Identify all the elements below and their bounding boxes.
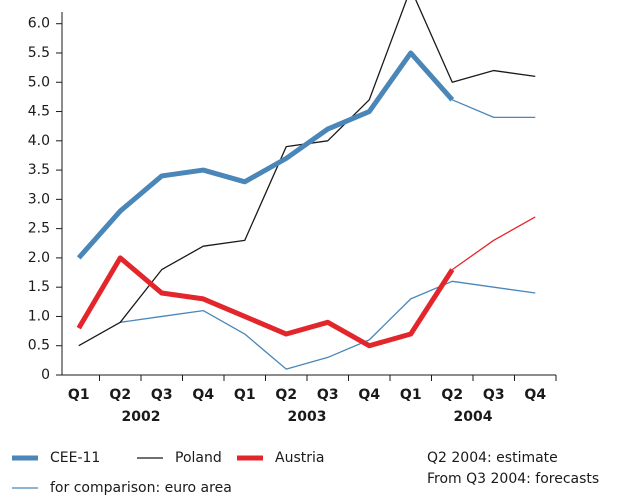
series-line: [76, 255, 455, 349]
y-tick-label: 2.5: [28, 221, 50, 237]
y-tick-label: 1.0: [28, 308, 50, 324]
legend-label: for comparison: euro area: [50, 480, 232, 495]
series-line: [120, 280, 536, 370]
legend-label: Austria: [275, 450, 324, 466]
y-tick-label: 4.5: [28, 104, 50, 120]
x-tick-label: Q4: [358, 387, 380, 403]
y-tick-label: 5.5: [28, 45, 50, 61]
year-label: 2002: [122, 409, 161, 425]
x-tick-label: Q4: [192, 387, 214, 403]
y-tick-label: 0: [41, 367, 50, 383]
y-tick-label: 0.5: [28, 338, 50, 354]
x-tick-label: Q1: [400, 387, 422, 403]
series-line: [451, 216, 536, 271]
year-label: 2004: [454, 409, 493, 425]
y-tick-label: 1.5: [28, 279, 50, 295]
y-tick-label: 6.0: [28, 16, 50, 32]
x-tick-label: Q3: [483, 387, 505, 403]
year-label: 2003: [288, 409, 327, 425]
x-tick-label: Q1: [68, 387, 90, 403]
note: Q2 2004: estimate: [427, 450, 558, 466]
x-tick-label: Q2: [275, 387, 297, 403]
y-tick-label: 3.0: [28, 191, 50, 207]
y-tick-label: 3.5: [28, 162, 50, 178]
series-line: [78, 0, 536, 347]
y-tick-label: 2.0: [28, 250, 50, 266]
series-line: [76, 50, 455, 260]
legend-label: CEE-11: [50, 450, 100, 466]
x-tick-label: Q3: [317, 387, 339, 403]
x-tick-label: Q2: [441, 387, 463, 403]
legend-label: Poland: [175, 450, 222, 466]
y-tick-label: 4.0: [28, 133, 50, 149]
x-tick-label: Q2: [109, 387, 131, 403]
x-tick-label: Q1: [234, 387, 256, 403]
x-tick-label: Q4: [524, 387, 546, 403]
series-line: [451, 99, 536, 119]
note: From Q3 2004: forecasts: [427, 471, 599, 487]
x-tick-label: Q3: [151, 387, 173, 403]
y-tick-label: 5.0: [28, 74, 50, 90]
